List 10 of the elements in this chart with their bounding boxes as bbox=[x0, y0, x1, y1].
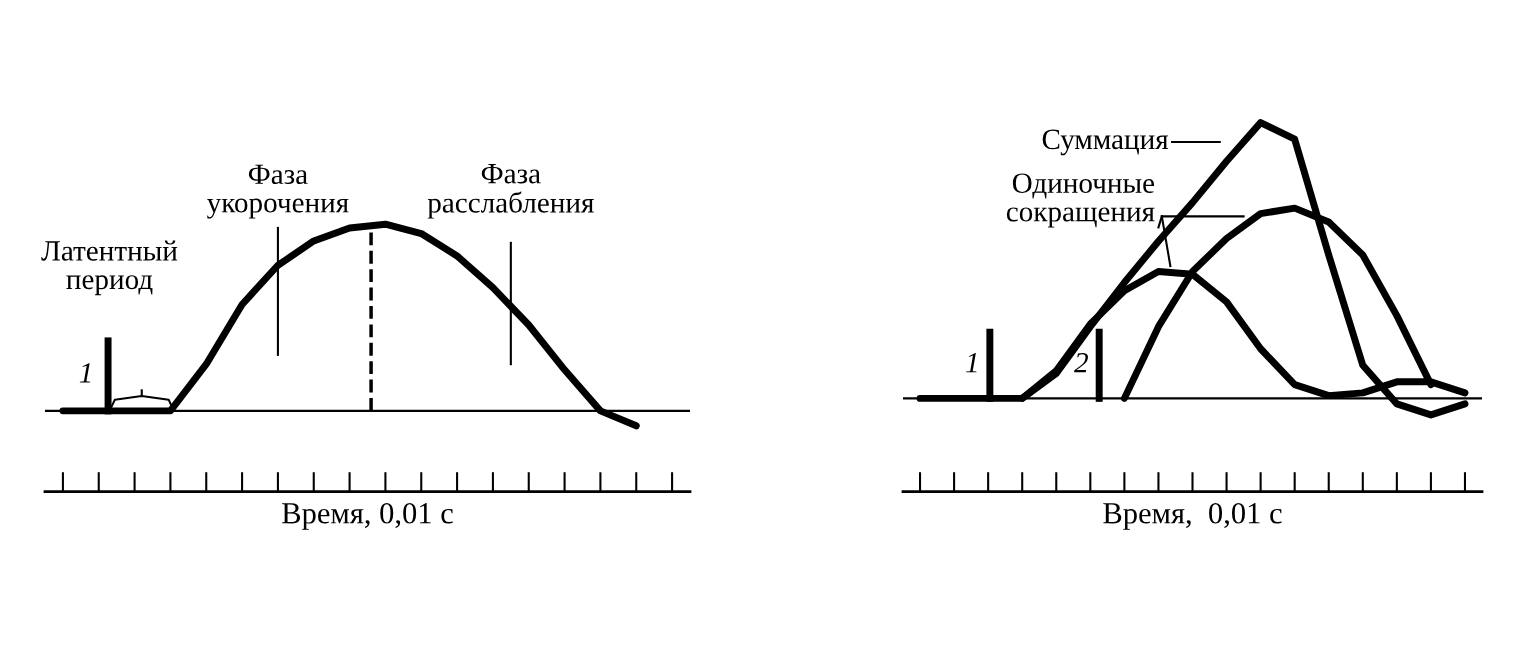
annotation: 2 bbox=[1074, 352, 1088, 373]
text: Фаза укорочения bbox=[207, 164, 349, 219]
annotation: 1 bbox=[966, 353, 977, 373]
x-axis-title: Время, 0,01 с bbox=[282, 502, 453, 530]
annotation: Одиночные сокращения bbox=[1006, 173, 1155, 228]
x-axis-title: Время, 0,01 с bbox=[1103, 502, 1282, 530]
text: Фаза расслабления bbox=[427, 164, 594, 219]
annotation: Суммация bbox=[1042, 129, 1169, 156]
annotation: Латентный период bbox=[41, 240, 178, 296]
annotation: 1 bbox=[79, 363, 91, 383]
